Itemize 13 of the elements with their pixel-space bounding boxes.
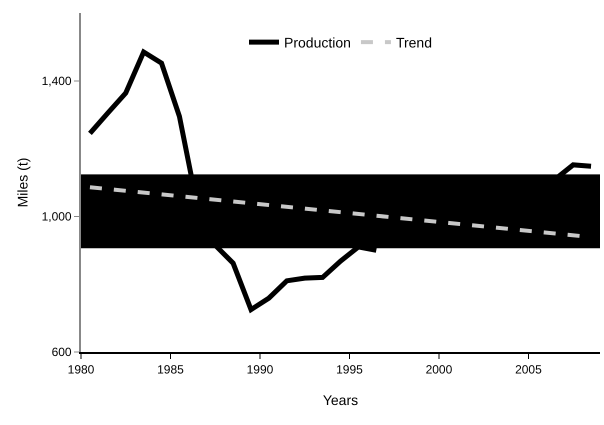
- y-axis-title: Miles (t): [14, 158, 31, 208]
- x-axis-title: Years: [322, 392, 358, 408]
- x-tick-label: 2000: [426, 362, 453, 376]
- legend-label: Production: [284, 34, 351, 51]
- x-tick-label: 1985: [157, 362, 184, 376]
- x-tick-label: 1990: [246, 362, 274, 376]
- x-tick-label: 1980: [68, 362, 95, 376]
- y-tick-label: 1,000: [42, 210, 72, 224]
- y-tick-label: 600: [52, 345, 72, 360]
- x-tick-label: 1995: [336, 362, 364, 376]
- x-tick-label: 2005: [515, 362, 542, 376]
- legend-label: Trend: [396, 34, 432, 51]
- y-tick-label: 1,400: [42, 74, 72, 88]
